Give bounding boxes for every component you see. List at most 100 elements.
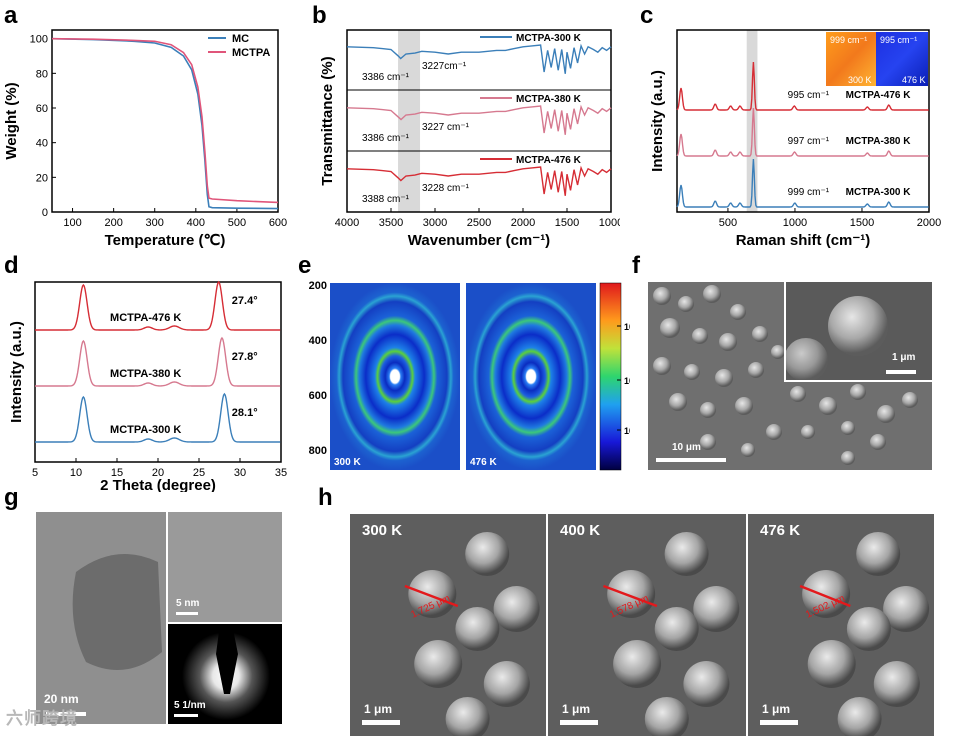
x-tick-label: 300 — [146, 217, 164, 229]
series-line-mc — [51, 37, 279, 210]
saxs-pattern-300k — [330, 283, 460, 470]
series-label: MCTPA-476 K — [846, 90, 912, 101]
sem-temperature-series: 1.725 μm 300 K 1 μm 1.578 μm 400 K 1 μm — [350, 514, 934, 736]
hrtem-image: 5 nm — [168, 512, 282, 622]
x-tick-label: 2000 — [511, 217, 535, 229]
microflower — [719, 333, 737, 351]
microflower — [856, 532, 901, 576]
microflower — [837, 697, 882, 736]
x-tick-label: 35 — [275, 467, 287, 479]
peak-annotation: 995 cm⁻¹ — [788, 90, 830, 101]
peak-annotation: 3386 cm⁻¹ — [362, 133, 410, 144]
microflower — [877, 405, 895, 423]
microflower — [870, 434, 886, 450]
scale-label: 1 μm — [364, 702, 393, 716]
temperature-label: 300 K — [362, 522, 403, 539]
scale-bar — [46, 712, 86, 716]
peak-annotation: 999 cm⁻¹ — [788, 187, 830, 198]
microflower — [771, 345, 785, 359]
y-tick-label: 60 — [36, 103, 48, 115]
x-tick-label: 25 — [193, 467, 205, 479]
microflower — [455, 607, 500, 651]
y-axis-label: Weight (%) — [3, 82, 20, 159]
microflower — [493, 586, 540, 632]
scale-bar — [560, 720, 598, 725]
microflower — [408, 570, 457, 618]
sem-image-300k: 1.725 μm 300 K 1 μm — [350, 514, 546, 736]
microflower — [692, 328, 708, 344]
chart-raman: 995 cm⁻¹ MCTPA-476 K 997 cm⁻¹ MCTPA-380 K 99… — [649, 29, 941, 249]
microflower — [807, 640, 856, 688]
peak-annotation: 3227cm⁻¹ — [422, 61, 467, 72]
y-axis-label: Intensity (a.u.) — [649, 70, 666, 172]
scale-bar-inset — [886, 370, 916, 374]
y-tick-label: 40 — [36, 138, 48, 150]
scale-bar — [176, 612, 198, 615]
raman-spectrum — [676, 61, 929, 111]
microflower — [801, 425, 815, 439]
microflower — [414, 640, 463, 688]
legend-label: MCTPA-300 K — [516, 33, 582, 44]
series-label: MCTPA-476 K — [110, 312, 181, 324]
microflower — [607, 570, 656, 618]
x-tick-label: 3000 — [423, 217, 447, 229]
y-tick-label: 20 — [36, 172, 48, 184]
beam-stop — [216, 624, 238, 694]
microflower — [790, 386, 806, 402]
y-tick-label: 400 — [309, 335, 327, 347]
colorbar-tick-label: 10² — [624, 376, 630, 386]
sem-image-476k: 1.502 μm 476 K 1 μm — [748, 514, 934, 736]
x-tick-label: 10 — [70, 467, 82, 479]
panel-letter-h: h — [318, 484, 333, 511]
x-tick-label: 20 — [152, 467, 164, 479]
map-label: 476 K — [902, 75, 926, 85]
microflower — [841, 421, 855, 435]
microflower — [700, 402, 716, 418]
x-tick-label: 2500 — [467, 217, 491, 229]
panel-letter-b: b — [312, 2, 327, 29]
series-label: MCTPA-300 K — [110, 424, 181, 436]
peak-annotation: 28.1° — [232, 407, 258, 419]
microflower — [741, 443, 755, 457]
microflower — [873, 661, 920, 707]
legend-mc-label: MC — [232, 33, 249, 45]
legend-mctpa-label: MCTPA — [232, 47, 270, 59]
scale-label: 5 1/nm — [174, 700, 206, 711]
y-tick-label: 100 — [30, 34, 48, 46]
microflower — [841, 451, 855, 465]
microflower — [683, 661, 730, 707]
microflower — [653, 357, 671, 375]
microflower — [802, 570, 851, 618]
scale-bar — [362, 720, 400, 725]
microflower — [660, 318, 680, 338]
series-label: MCTPA-300 K — [846, 187, 912, 198]
sem-image-f: 1 μm 10 μm — [648, 282, 932, 470]
x-axis-label: 2 Theta (degree) — [100, 477, 216, 492]
microflower — [748, 362, 764, 378]
scale-bar — [760, 720, 798, 725]
legend-label: MCTPA-476 K — [516, 155, 582, 166]
tem-image: 20 nm — [36, 512, 166, 724]
microflower — [664, 532, 709, 576]
microflower — [735, 397, 753, 415]
microflower — [819, 397, 837, 415]
y-tick-label: 0 — [42, 207, 48, 219]
microflower — [465, 532, 510, 576]
chart-saxs: 200 400 600 800 10³ 10² 10¹ 300 K 476 K — [309, 280, 630, 471]
microflower — [669, 393, 687, 411]
panel-letter-c: c — [640, 2, 654, 29]
microflower — [445, 697, 490, 736]
panel-letter-f: f — [632, 252, 640, 279]
x-tick-label: 3500 — [379, 217, 403, 229]
diameter-line — [404, 584, 459, 608]
chart-xrd: MCTPA-476 K 27.4° MCTPA-380 K 27.8° MCTPA-30… — [8, 280, 287, 492]
microflower — [678, 296, 694, 312]
series-label: MCTPA-380 K — [846, 136, 912, 147]
panel-letter-d: d — [4, 252, 19, 279]
microflower — [613, 640, 662, 688]
watermark: 六师跨境 — [6, 709, 78, 728]
microflower — [828, 296, 888, 356]
x-tick-label: 500 — [719, 217, 737, 229]
x-tick-label: 500 — [228, 217, 246, 229]
